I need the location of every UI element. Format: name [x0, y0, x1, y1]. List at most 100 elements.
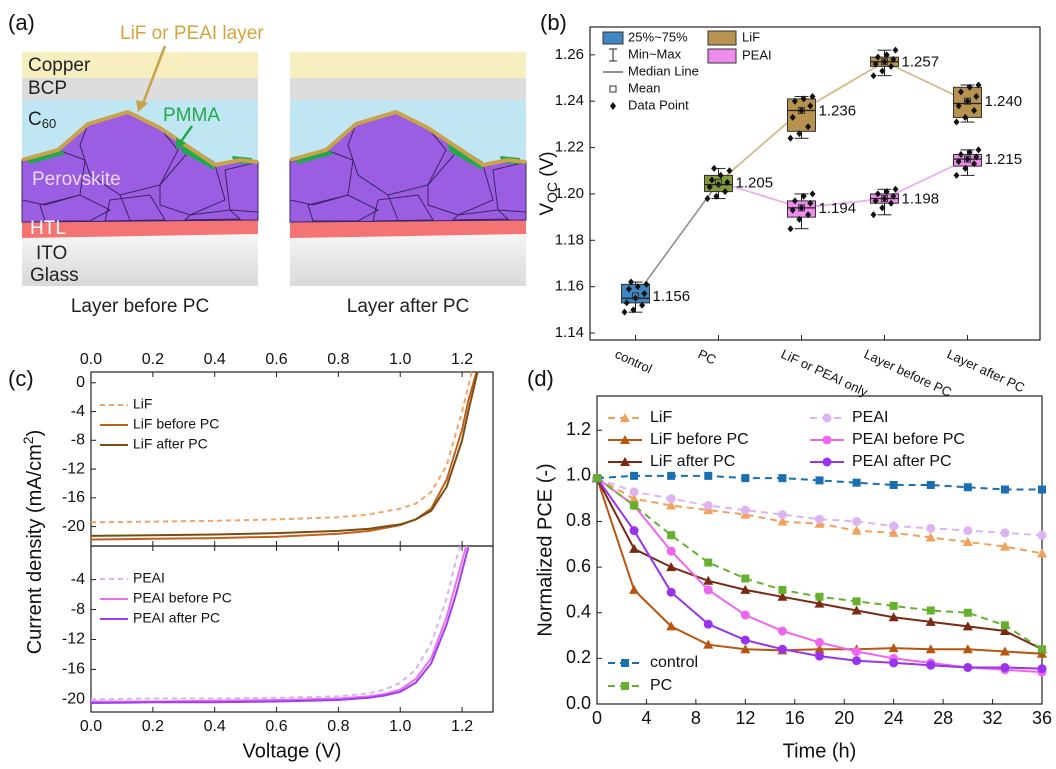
y-tick-label: 1.14 — [555, 324, 584, 341]
x-tick-label: PC — [696, 346, 719, 367]
marker — [1038, 645, 1046, 653]
marker — [927, 481, 935, 489]
legend-label: Data Point — [628, 97, 689, 112]
legend-label: PEAI — [133, 570, 165, 586]
marker — [823, 414, 832, 423]
data-point — [893, 47, 899, 54]
layer-label: BCP — [28, 78, 67, 99]
axis-title-part: V — [537, 203, 558, 216]
legend-label: control — [650, 654, 698, 671]
layer-label: Glass — [30, 265, 79, 286]
marker — [778, 626, 787, 635]
y-tick-label: 0 — [76, 374, 85, 391]
y-tick-label: -20 — [62, 518, 85, 535]
layer-label-part: 60 — [42, 116, 56, 131]
y-tick-label: 0.0 — [566, 693, 591, 713]
axis-title: Current density (mA/cm2) — [20, 430, 47, 655]
axis-title-part: ) — [24, 430, 46, 437]
marker — [853, 597, 861, 605]
legend-label: LiF — [742, 29, 760, 44]
marker — [667, 547, 676, 556]
jv-curve — [91, 347, 478, 523]
legend-label: LiF before PC — [650, 431, 749, 448]
data-label: 1.205 — [736, 174, 774, 191]
marker — [778, 474, 786, 482]
data-point — [788, 135, 794, 142]
marker — [815, 652, 824, 661]
y-axis-title: Normalized PCE (-) — [534, 463, 556, 636]
legend-label: PEAI after PC — [133, 610, 220, 626]
data-point — [622, 309, 628, 316]
caption: Layer before PC — [71, 296, 209, 317]
marker — [778, 645, 787, 654]
marker — [1038, 531, 1047, 540]
y-tick-label: 0.4 — [566, 601, 591, 621]
x-tick-label-top: 0.4 — [204, 351, 226, 368]
x-tick-label: Layer before PC — [862, 346, 954, 400]
marker — [593, 474, 601, 482]
data-point — [810, 190, 816, 197]
marker — [621, 659, 629, 667]
data-point — [788, 225, 794, 232]
marker — [704, 585, 713, 594]
marker — [630, 502, 638, 510]
x-tick-label: 32 — [983, 708, 1003, 728]
panel-label: (c) — [8, 366, 34, 391]
marker — [852, 647, 861, 656]
marker — [963, 526, 972, 535]
layer-label: Copper — [28, 55, 91, 76]
axis-title-part: (V) — [537, 151, 558, 182]
marker — [815, 515, 824, 524]
marker — [816, 593, 824, 601]
data-label: 1.194 — [819, 200, 857, 217]
page: (a) Copper BCP C60 PMMA Perovskite HTL I… — [0, 0, 1056, 769]
marker — [704, 620, 713, 629]
y-tick-label: 0.6 — [566, 556, 591, 576]
legend-label: Min~Max — [628, 46, 682, 61]
panel-label: (a) — [8, 10, 35, 35]
data-point — [727, 167, 733, 174]
x-tick-label: 1.2 — [451, 718, 473, 735]
x-tick-label: LiF or PEAI only — [779, 346, 871, 400]
y-tick-label: 1.2 — [566, 419, 591, 439]
x-tick-label: 20 — [834, 708, 854, 728]
legend-swatch — [603, 32, 623, 44]
x-tick-label-top: 0.0 — [80, 351, 102, 368]
marker — [963, 663, 972, 672]
layer-label: HTL — [30, 218, 66, 239]
panel-a: (a) Copper BCP C60 PMMA Perovskite HTL I… — [8, 10, 526, 317]
x-tick-label: 0.2 — [142, 718, 164, 735]
x-tick-label: 28 — [933, 708, 953, 728]
y-tick-label: 0.2 — [566, 647, 591, 667]
marker — [741, 506, 750, 515]
y-tick-label: 1.22 — [555, 139, 584, 156]
legend-label: PEAI — [742, 47, 772, 62]
marker — [816, 476, 824, 484]
marker — [926, 524, 935, 533]
legend-icon — [610, 102, 616, 110]
marker — [704, 559, 712, 567]
y-tick-label: 1.24 — [555, 92, 584, 109]
y-tick-label: 0.8 — [566, 510, 591, 530]
marker — [889, 522, 898, 531]
layer-label: Perovskite — [32, 169, 121, 190]
marker — [741, 474, 749, 482]
y-tick-label: -12 — [62, 460, 85, 477]
legend-label: PC — [650, 677, 672, 694]
marker — [704, 501, 713, 510]
marker — [667, 494, 676, 503]
legend-label: LiF after PC — [133, 436, 208, 452]
data-point — [711, 165, 717, 172]
x-tick-label: 0.8 — [327, 718, 349, 735]
legend-label: LiF before PC — [133, 416, 219, 432]
x-tick-label: 36 — [1032, 708, 1052, 728]
x-tick-label: 0.0 — [80, 718, 102, 735]
y-tick-label: 1.16 — [555, 278, 584, 295]
legend-label: LiF after PC — [650, 453, 735, 470]
x-tick-label: 8 — [691, 708, 701, 728]
marker — [667, 472, 675, 480]
axis-title-part: Current density (mA/cm — [24, 444, 46, 654]
x-tick-label: 0 — [592, 708, 602, 728]
caption: Layer after PC — [347, 296, 470, 317]
y-tick-label: -4 — [71, 403, 85, 420]
